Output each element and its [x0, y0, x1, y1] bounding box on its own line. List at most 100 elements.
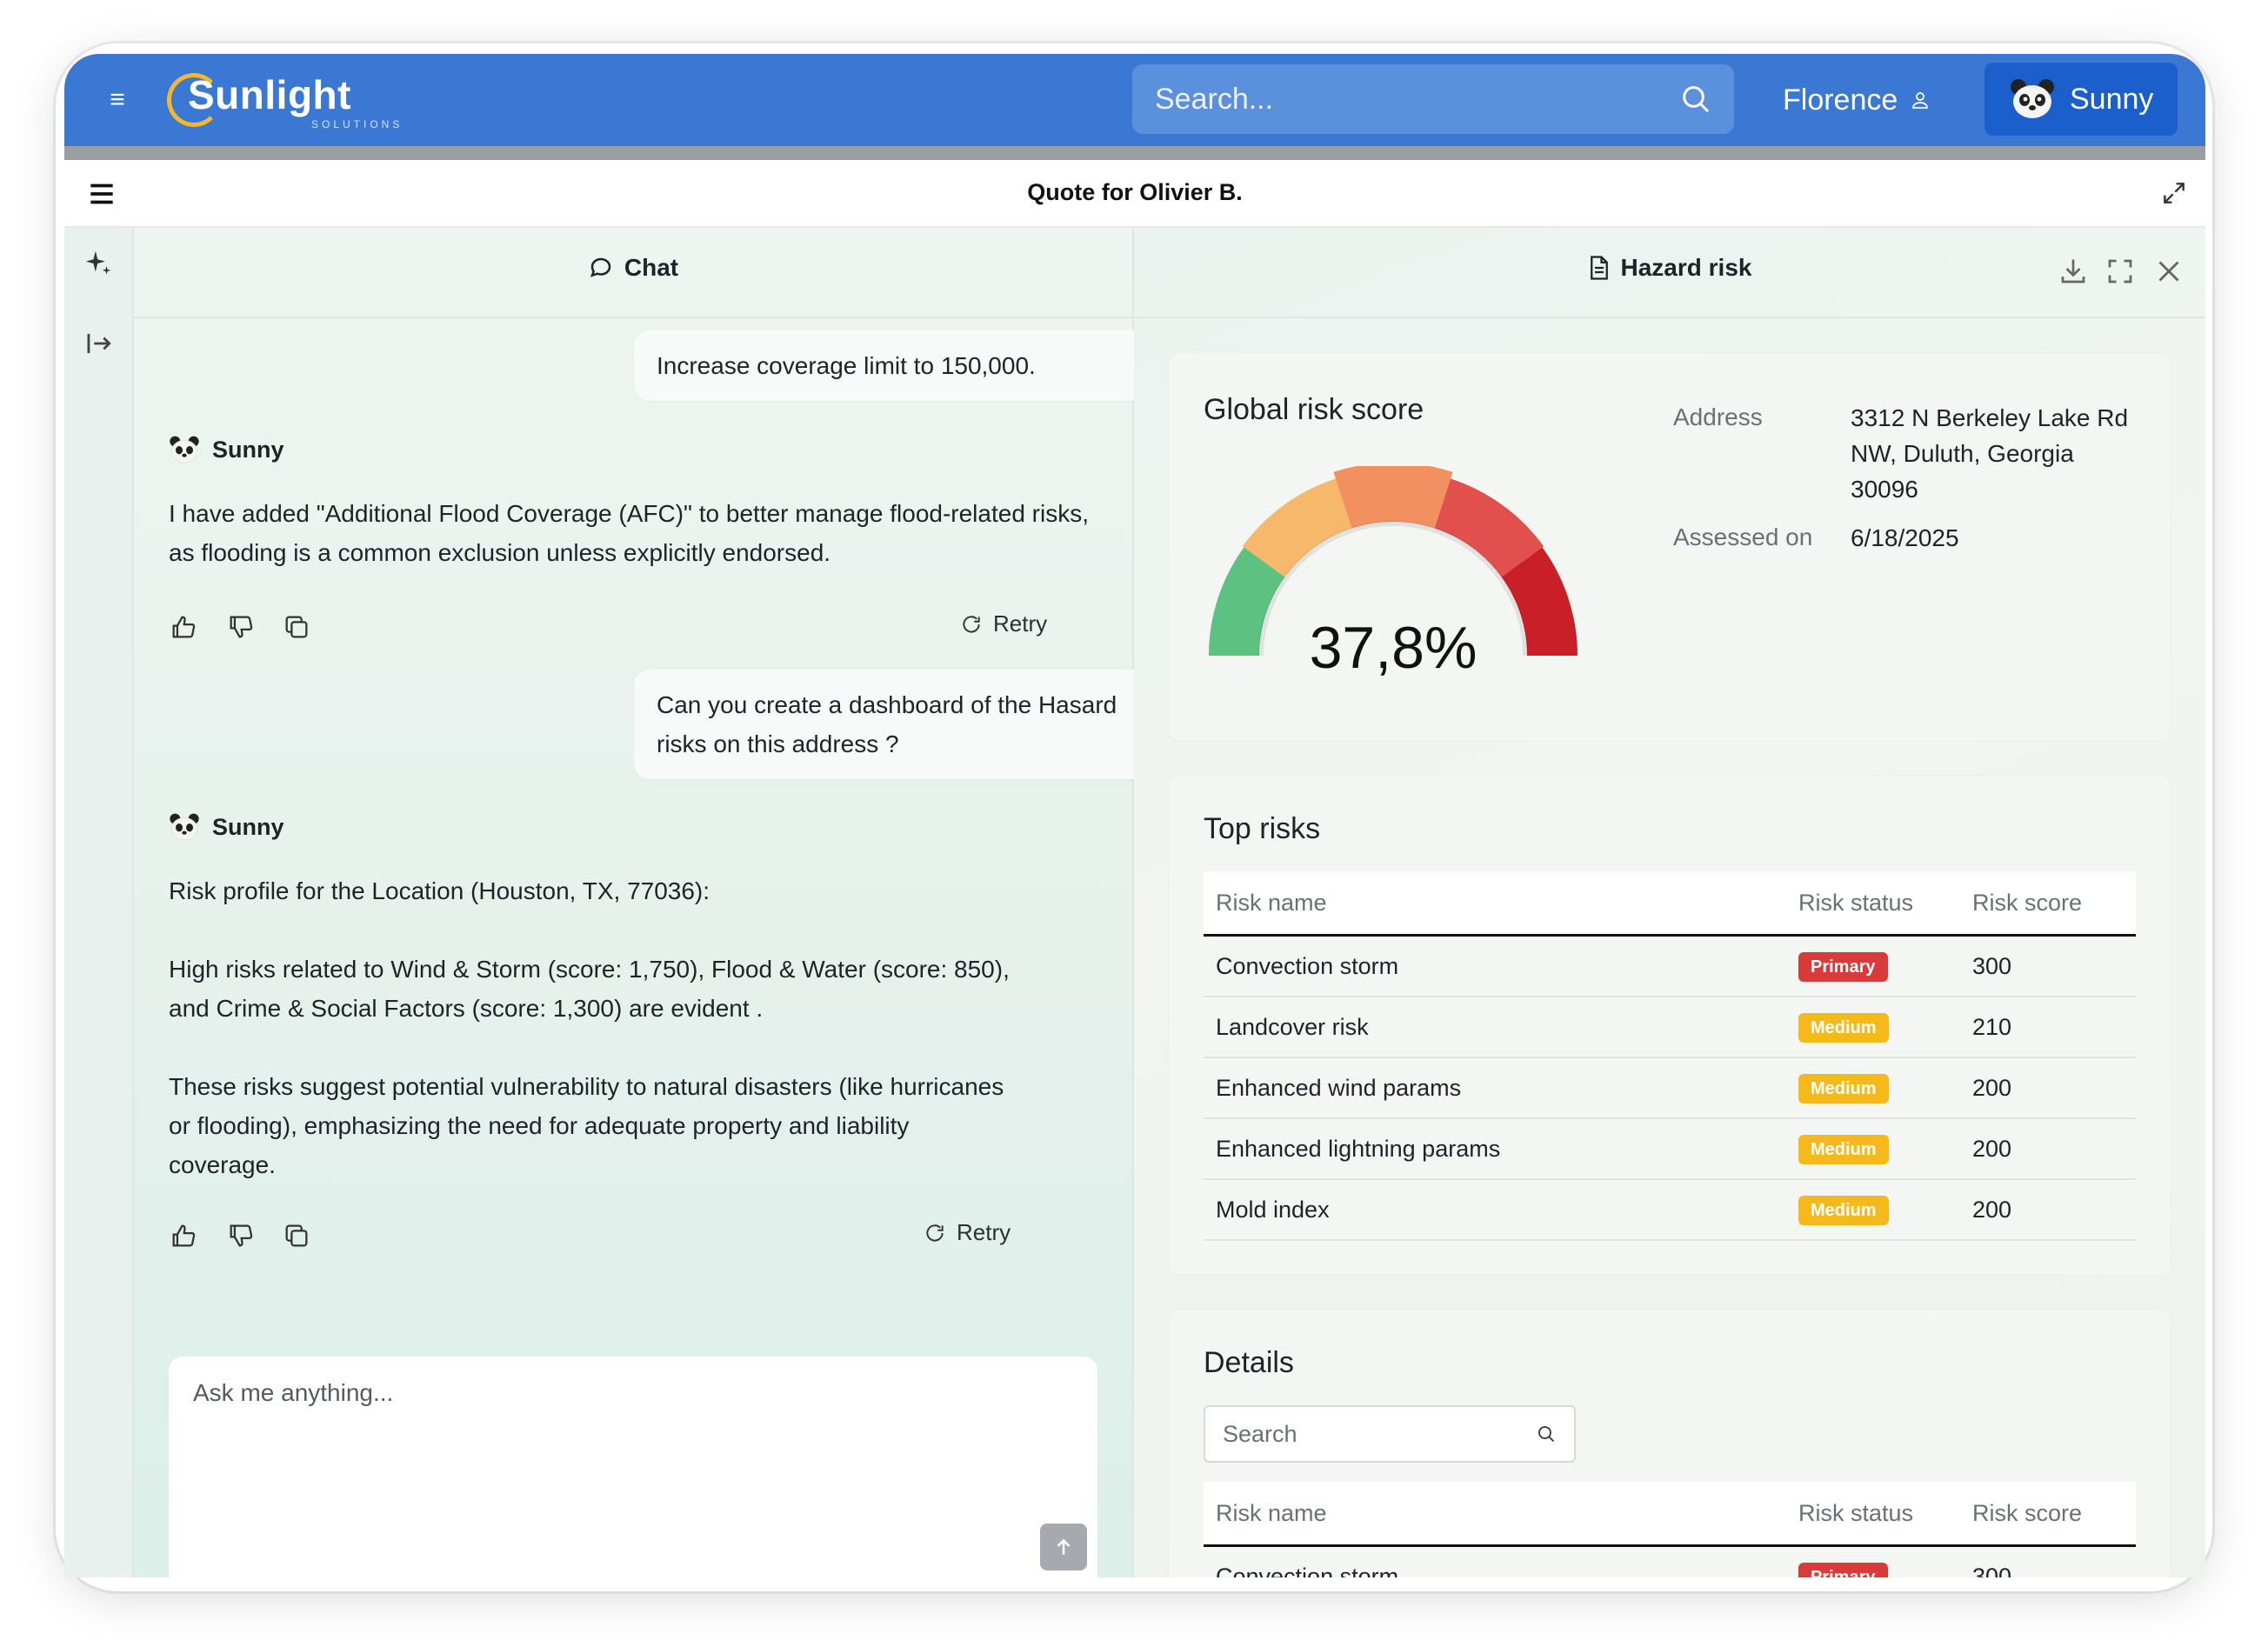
thumbs-down-icon[interactable]	[226, 612, 256, 642]
risk-name: Convection storm	[1204, 1545, 1786, 1577]
table-row[interactable]: Mold index Medium 200	[1204, 1179, 2136, 1241]
gauge-segment	[1209, 547, 1285, 656]
risk-name: Convection storm	[1204, 935, 1786, 997]
global-search	[1132, 64, 1734, 134]
sunny-assistant-button[interactable]: Sunny	[1984, 63, 2178, 136]
status-badge: Medium	[1798, 1134, 1889, 1164]
column-header[interactable]: Risk name	[1204, 1482, 1786, 1547]
hazard-tab[interactable]: Hazard risk	[1134, 254, 2205, 282]
status-badge: Medium	[1798, 1012, 1889, 1043]
logo-subtitle: SOLUTIONS	[311, 118, 404, 130]
top-bar: ≡ Sunlight SOLUTIONS Florence Sunny	[64, 54, 2205, 146]
top-risks-table: Risk name Risk status Risk score Convect…	[1204, 871, 2136, 1241]
risk-score: 200	[1960, 1179, 2136, 1241]
user-menu[interactable]: Florence	[1783, 77, 1931, 123]
search-icon[interactable]	[1536, 1424, 1557, 1444]
logo[interactable]: Sunlight SOLUTIONS	[167, 68, 419, 134]
copy-icon[interactable]	[282, 612, 311, 642]
column-header[interactable]: Risk status	[1786, 1482, 1960, 1547]
download-icon[interactable]	[2058, 256, 2089, 287]
menu-icon[interactable]: ≡	[110, 85, 125, 114]
top-risks-title: Top risks	[1204, 812, 1321, 845]
table-row[interactable]: Convection storm Primary 300	[1204, 935, 2136, 997]
table-row[interactable]: Enhanced lightning params Medium 200	[1204, 1118, 2136, 1180]
assistant-sender: Sunny	[169, 812, 284, 842]
chat-tab[interactable]: Chat	[134, 228, 1132, 318]
column-header[interactable]: Risk status	[1786, 871, 1960, 937]
document-icon	[1590, 256, 1608, 280]
column-header[interactable]: Risk score	[1960, 1482, 2136, 1547]
retry-button[interactable]: Retry	[924, 1219, 1011, 1246]
risk-score: 200	[1960, 1118, 2136, 1180]
sparkle-icon[interactable]	[82, 247, 115, 280]
assistant-message: I have added "Additional Flood Coverage …	[169, 494, 1091, 611]
thumbs-up-icon[interactable]	[169, 612, 198, 642]
panda-avatar-icon	[170, 436, 199, 463]
chat-panel: Chat Increase coverage limit to 150,000.…	[134, 228, 1163, 1577]
details-search	[1204, 1405, 1576, 1463]
refresh-icon	[963, 615, 980, 633]
status-badge: Primary	[1798, 951, 1888, 982]
top-risks-card: Top risks Risk name Risk status Risk sco…	[1169, 776, 2171, 1275]
column-header[interactable]: Risk name	[1204, 871, 1786, 937]
user-message: Increase coverage limit to 150,000.	[634, 330, 1163, 401]
table-row[interactable]: Enhanced wind params Medium 200	[1204, 1057, 2136, 1119]
send-button[interactable]	[1040, 1524, 1087, 1570]
hazard-tab-label: Hazard risk	[1620, 254, 1752, 281]
message-actions: Retry	[169, 1219, 1082, 1254]
hamburger-icon[interactable]	[85, 177, 118, 210]
risk-score: 200	[1960, 1057, 2136, 1119]
chat-input[interactable]	[191, 1377, 1047, 1520]
sender-name: Sunny	[212, 436, 284, 463]
status-badge: Primary	[1798, 1562, 1888, 1577]
column-header[interactable]: Risk score	[1960, 871, 2136, 937]
gauge-arc	[1209, 463, 1578, 657]
sunny-button-label: Sunny	[2070, 82, 2154, 116]
retry-button[interactable]: Retry	[960, 610, 1047, 637]
copy-icon[interactable]	[282, 1221, 311, 1250]
message-paragraph: High risks related to Wind & Storm (scor…	[169, 956, 1010, 1022]
thumbs-down-icon[interactable]	[226, 1221, 256, 1250]
message-paragraph: I have added "Additional Flood Coverage …	[169, 500, 1089, 566]
details-title: Details	[1204, 1346, 1294, 1379]
logo-text: Sunlight	[188, 72, 351, 117]
fullscreen-icon[interactable]	[2105, 256, 2136, 287]
address-value: 3312 N Berkeley Lake Rd NW, Duluth, Geor…	[1851, 404, 2129, 503]
gauge-segment	[1333, 463, 1453, 529]
table-row[interactable]: Convection storm Primary 300	[1204, 1545, 2136, 1577]
page-header: Quote for Olivier B.	[64, 160, 2205, 228]
close-icon[interactable]	[2153, 256, 2185, 287]
table-header-row: Risk name Risk status Risk score	[1204, 871, 2136, 937]
global-search-input[interactable]	[1132, 81, 1678, 117]
expand-icon[interactable]	[2160, 179, 2188, 207]
sender-name: Sunny	[212, 813, 284, 840]
user-icon	[1912, 92, 1929, 109]
global-risk-card: Global risk score 37,8% Address 3312 N B…	[1169, 353, 2171, 741]
address-label: Address	[1673, 403, 1763, 430]
search-icon[interactable]	[1678, 82, 1713, 117]
arrow-up-icon	[1057, 1538, 1071, 1555]
table-row[interactable]: Landcover risk Medium 210	[1204, 997, 2136, 1058]
hazard-panel: Hazard risk Global risk score 37,8% Addr…	[1134, 228, 2205, 1577]
gauge-segment	[1501, 547, 1578, 656]
gauge-segment	[1242, 478, 1352, 577]
retry-label: Retry	[957, 1219, 1011, 1245]
message-paragraph: Risk profile for the Location (Houston, …	[169, 877, 710, 904]
chat-tab-label: Chat	[624, 254, 679, 281]
message-actions: Retry	[169, 610, 1082, 645]
status-badge: Medium	[1798, 1195, 1889, 1225]
side-rail	[64, 228, 134, 1577]
message-paragraph: These risks suggest potential vulnerabil…	[169, 1073, 1004, 1178]
risk-score: 300	[1960, 935, 2136, 997]
details-search-input[interactable]	[1205, 1419, 1536, 1449]
gauge-segment	[1434, 478, 1544, 577]
status-badge: Medium	[1798, 1073, 1889, 1104]
hazard-tab-header: Hazard risk	[1134, 228, 2205, 318]
logo-sun-icon	[167, 73, 221, 127]
thumbs-up-icon[interactable]	[169, 1221, 198, 1250]
panda-avatar-icon	[170, 813, 199, 840]
chat-bubble-icon	[590, 257, 611, 277]
collapse-panel-icon[interactable]	[82, 327, 115, 360]
retry-label: Retry	[993, 610, 1048, 637]
risk-score: 300	[1960, 1545, 2136, 1577]
